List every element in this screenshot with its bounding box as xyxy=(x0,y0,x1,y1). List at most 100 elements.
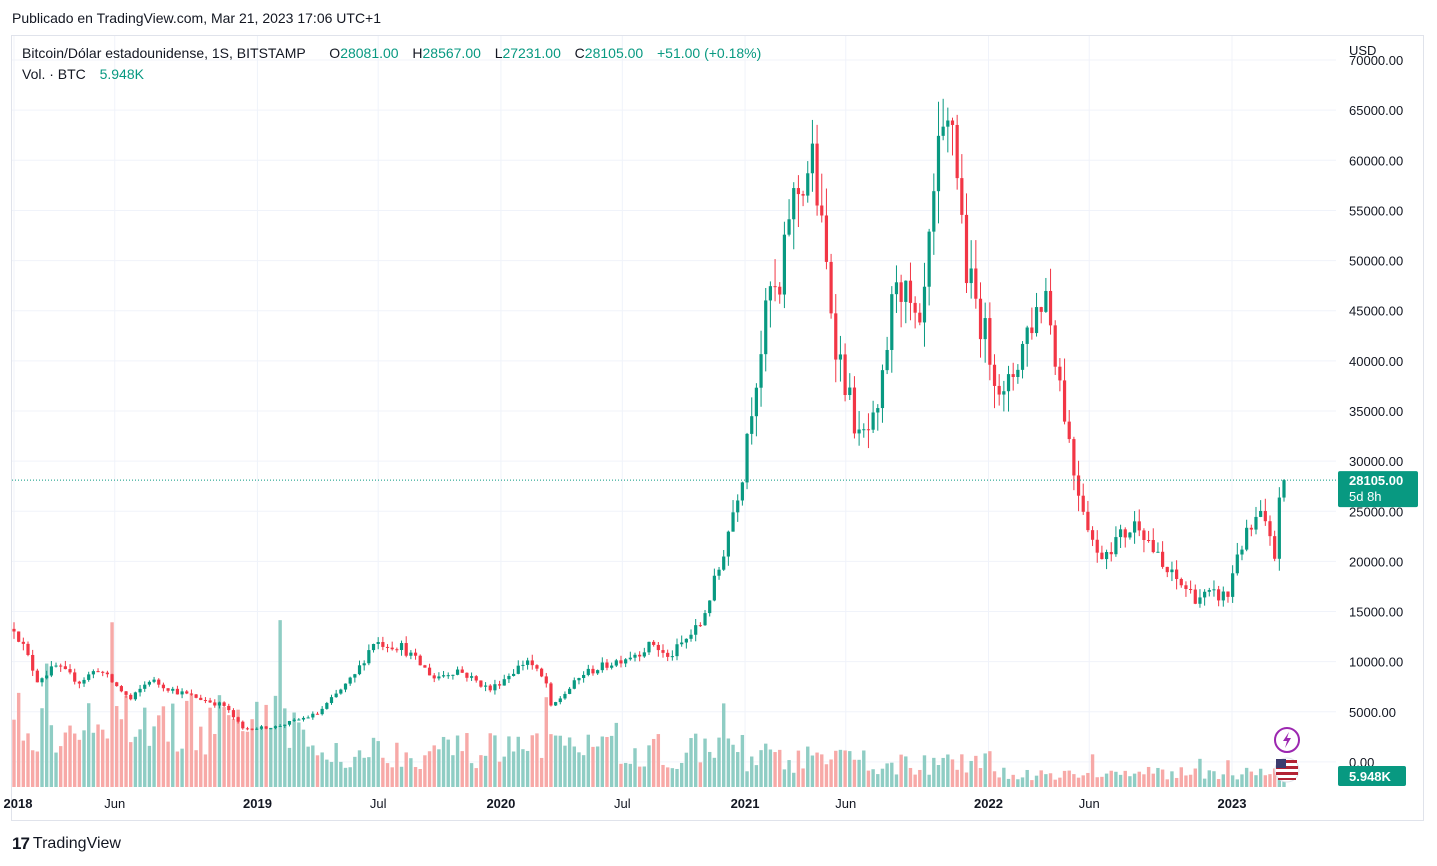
us-flag-icon[interactable] xyxy=(1274,757,1300,783)
candle-body xyxy=(143,684,147,689)
volume-bar xyxy=(521,749,525,787)
candle-body xyxy=(988,318,992,365)
candle-body xyxy=(1235,554,1239,574)
candle-body xyxy=(950,120,955,125)
volume-bar xyxy=(413,767,418,787)
volume-bar xyxy=(16,692,21,787)
candle-body xyxy=(1062,380,1067,422)
volume-bar xyxy=(269,727,273,787)
volume-bar xyxy=(932,757,936,787)
volume-bar xyxy=(194,750,198,787)
candle-body xyxy=(740,482,744,501)
candle-body xyxy=(306,717,310,719)
volume-bar xyxy=(1076,777,1081,787)
volume-bar xyxy=(1230,775,1235,787)
candle-body xyxy=(213,702,217,706)
volume-bar xyxy=(320,752,324,787)
volume-bar xyxy=(469,763,474,787)
candle-body xyxy=(894,282,899,295)
countdown-label: 5d 8h xyxy=(1349,489,1382,504)
candle-body xyxy=(264,726,268,729)
candle-body xyxy=(395,649,399,651)
volume-bar xyxy=(801,768,805,787)
volume-bar xyxy=(35,751,40,787)
lightning-icon[interactable] xyxy=(1274,727,1300,753)
candle-body xyxy=(96,671,100,673)
candle-body xyxy=(343,683,348,690)
chart-frame[interactable] xyxy=(11,35,1424,821)
candle-body xyxy=(222,702,226,706)
price-tick-label: 25000.00 xyxy=(1349,504,1403,519)
candle-body xyxy=(712,575,716,601)
volume-bar xyxy=(105,738,110,787)
volume-bar xyxy=(754,765,759,787)
candle-body xyxy=(161,684,166,689)
volume-bar xyxy=(1100,776,1104,787)
candle-body xyxy=(493,684,497,691)
volume-bar xyxy=(768,749,773,787)
candle-body xyxy=(600,662,604,671)
price-tick-label: 65000.00 xyxy=(1349,103,1403,118)
volume-bar xyxy=(829,759,833,787)
volume-bar xyxy=(899,754,903,787)
candle-body xyxy=(764,300,768,355)
volume-bar xyxy=(866,770,871,787)
candle-body xyxy=(166,688,170,691)
volume-value: 5.948K xyxy=(99,66,144,82)
candle-body xyxy=(563,693,567,699)
volume-bar xyxy=(1254,775,1258,787)
candle-body xyxy=(371,643,376,651)
candle-body xyxy=(535,665,539,669)
volume-bar xyxy=(586,734,591,787)
high-value: 28567.00 xyxy=(422,45,481,61)
volume-bar xyxy=(964,772,969,787)
volume-bar xyxy=(231,718,236,787)
candle-body xyxy=(605,662,609,668)
volume-bar xyxy=(563,745,567,787)
volume-bar xyxy=(493,735,497,787)
candle-body xyxy=(348,677,352,684)
candle-body xyxy=(325,703,329,709)
candle-body xyxy=(63,666,67,670)
candle-body xyxy=(255,728,259,730)
candle-body xyxy=(820,205,824,216)
volume-bar xyxy=(1081,775,1085,787)
volume-bar xyxy=(679,762,684,787)
volume-bar xyxy=(147,745,152,787)
candle-body xyxy=(465,672,469,678)
volume-bar xyxy=(1011,774,1015,787)
volume-bar xyxy=(530,735,534,787)
symbol-label[interactable]: Bitcoin/Dólar estadounidense, 1S, BITSTA… xyxy=(22,45,306,61)
candle-body xyxy=(885,349,889,371)
candle-body xyxy=(619,660,623,664)
tradingview-footer[interactable]: 17 TradingView xyxy=(12,834,121,854)
volume-bar xyxy=(306,746,310,787)
volume-bar xyxy=(1020,777,1025,787)
candle-body xyxy=(1146,540,1151,542)
time-tick-label: Jul xyxy=(614,796,631,811)
volume-bar xyxy=(535,733,539,787)
candle-body xyxy=(133,692,137,700)
volume-bar xyxy=(166,741,170,787)
candle-body xyxy=(227,705,231,711)
volume-bar xyxy=(1114,771,1118,787)
volume-bar xyxy=(371,737,376,787)
volume-bar xyxy=(133,736,138,787)
volume-bar xyxy=(250,719,254,787)
candle-body xyxy=(633,654,637,658)
ohlc-legend: Bitcoin/Dólar estadounidense, 1S, BITSTA… xyxy=(22,45,761,61)
volume-bar xyxy=(255,701,259,787)
volume-bar xyxy=(1123,770,1127,787)
candle-body xyxy=(483,685,488,687)
price-tick-label: 10000.00 xyxy=(1349,655,1403,670)
volume-bar xyxy=(647,745,651,787)
volume-label[interactable]: Vol. · BTC xyxy=(22,66,86,82)
candle-body xyxy=(997,385,1001,395)
candle-body xyxy=(301,717,306,720)
volume-bar xyxy=(245,731,250,787)
candle-body xyxy=(68,669,72,673)
candle-body xyxy=(1072,439,1076,476)
candle-body xyxy=(899,282,903,302)
candle-body xyxy=(171,688,175,691)
